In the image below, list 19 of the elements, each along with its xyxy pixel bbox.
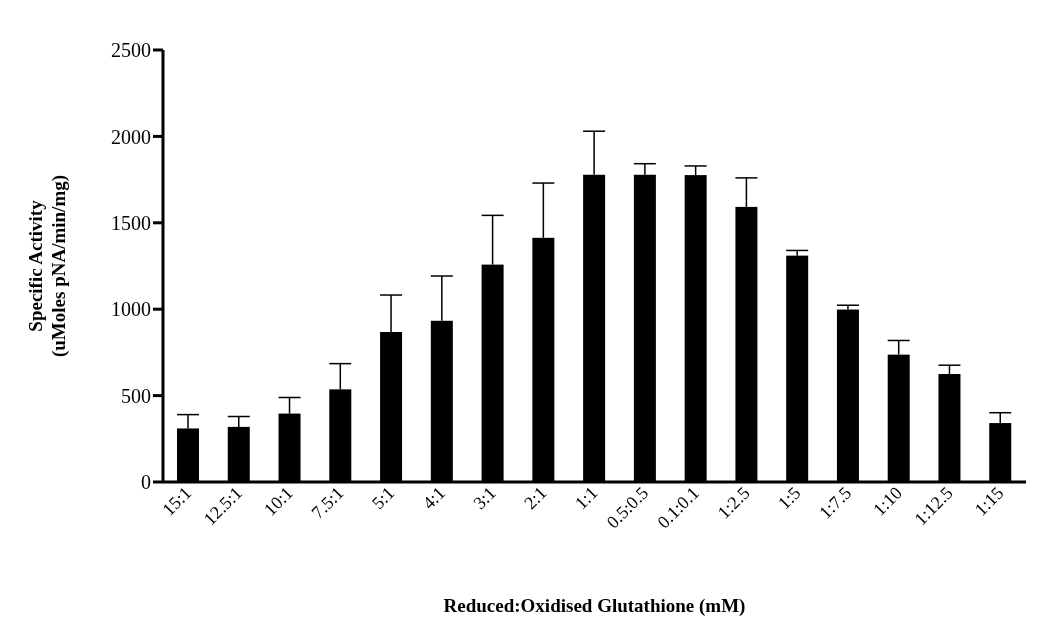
y-tick-label: 1500 [111,211,151,234]
x-tick-label: 1:10 [869,482,906,520]
x-tick-label: 2:1 [520,482,551,514]
y-tick-label: 2000 [111,125,151,148]
x-tick-label: 7.5:1 [307,482,348,523]
x-tick-label: 1:15 [970,482,1008,520]
y-tick-label: 0 [141,471,151,494]
x-tick-label: 1:5 [773,482,805,514]
x-tick-label: 10:1 [259,482,297,520]
y-tick-label: 500 [121,384,151,407]
x-tick-label: 15:1 [158,482,196,520]
x-axis-title: Reduced:Oxidised Glutathione (mM) [443,595,746,617]
y-axis-title: Specific Activity (uMoles pNA/min/mg) [25,174,70,358]
x-tick-label: 5:1 [367,482,399,514]
x-tick-label: 3:1 [469,482,500,514]
x-tick-label: 1:1 [570,482,602,514]
y-tick-label: 1000 [111,298,151,321]
y-tick-label: 2500 [111,39,151,62]
x-tick-label: 4:1 [418,482,450,514]
